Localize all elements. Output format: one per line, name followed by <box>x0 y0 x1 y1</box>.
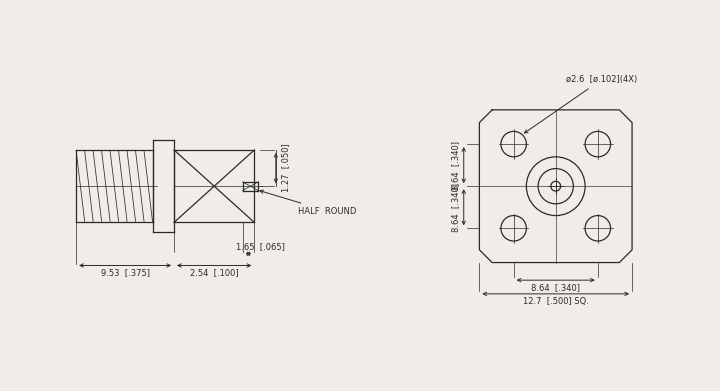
Text: ø2.6  [ø.102](4X): ø2.6 [ø.102](4X) <box>524 75 636 133</box>
Text: 2.54  [.100]: 2.54 [.100] <box>190 268 238 277</box>
Text: 12.7  [.500] SQ.: 12.7 [.500] SQ. <box>523 297 589 306</box>
Text: 9.53  [.375]: 9.53 [.375] <box>101 268 150 277</box>
Text: 1.27  [.050]: 1.27 [.050] <box>281 144 289 192</box>
Text: HALF  ROUND: HALF ROUND <box>260 190 356 215</box>
Text: 8.64  [.340]: 8.64 [.340] <box>451 183 460 232</box>
Text: 1.65  [.065]: 1.65 [.065] <box>235 242 284 251</box>
Text: 8.64  [.340]: 8.64 [.340] <box>451 141 460 190</box>
Text: 8.64  [.340]: 8.64 [.340] <box>531 283 580 292</box>
